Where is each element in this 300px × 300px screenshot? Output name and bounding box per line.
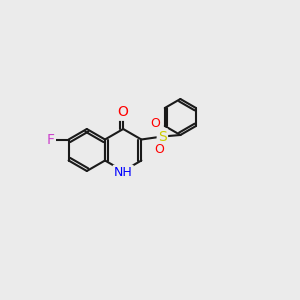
Text: O: O — [150, 117, 160, 130]
Text: S: S — [158, 130, 167, 143]
Text: O: O — [154, 142, 164, 156]
Text: NH: NH — [114, 166, 133, 179]
Text: O: O — [118, 106, 129, 119]
Text: F: F — [46, 133, 55, 146]
